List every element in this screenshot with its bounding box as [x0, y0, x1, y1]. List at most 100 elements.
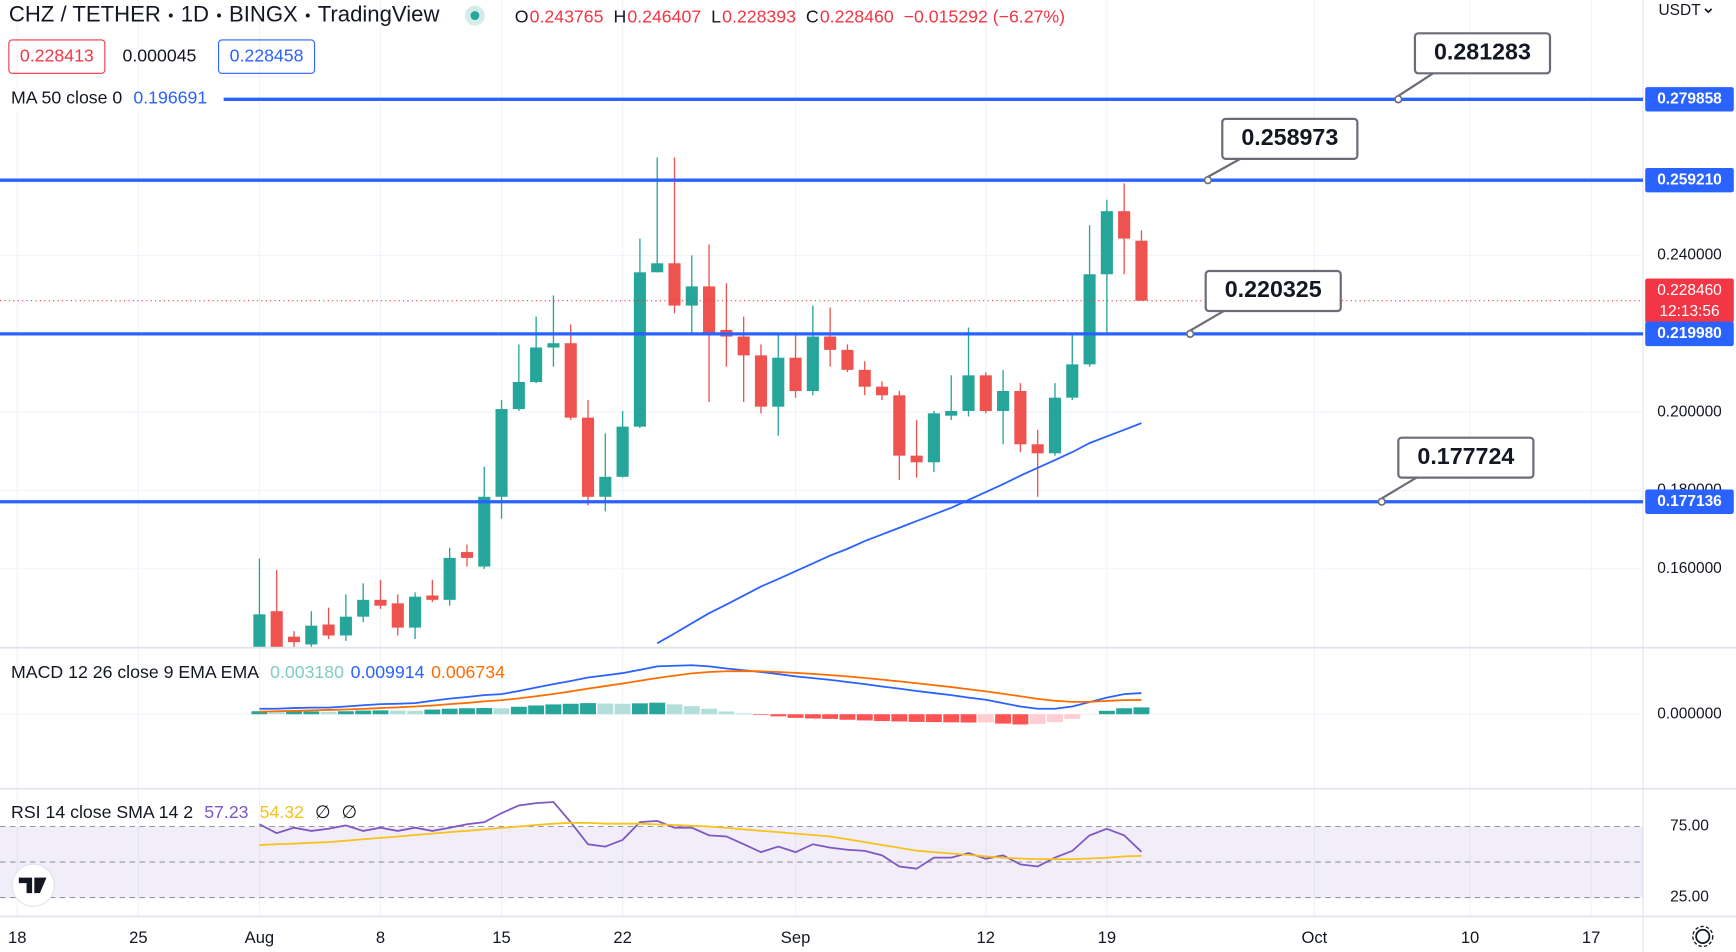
x-tick-label: 8	[376, 928, 385, 947]
macd-histogram-bar	[787, 714, 804, 718]
macd-histogram-bar	[874, 714, 890, 722]
settings-icon	[1695, 928, 1711, 945]
ma-legend-value: 0.196691	[133, 88, 207, 108]
macd-histogram-bar	[407, 710, 424, 715]
macd-histogram-bar	[822, 714, 839, 719]
candle-body	[599, 476, 612, 497]
macd-histogram-bar	[424, 709, 441, 715]
macd-histogram-bar	[1133, 707, 1150, 715]
candle-body	[651, 263, 664, 273]
callout-box	[1204, 269, 1342, 313]
separator-dot	[217, 13, 222, 18]
y-tick-label: 0.000000	[1657, 705, 1722, 722]
candle-body	[443, 557, 456, 600]
quote-box	[8, 39, 106, 74]
macd-histogram-bar	[631, 703, 648, 715]
callout-pointer	[1381, 475, 1419, 500]
candle-body	[1014, 391, 1027, 445]
candle-body	[875, 386, 889, 396]
legend-value: 0.009914	[351, 662, 425, 682]
candle-body	[1048, 397, 1062, 454]
candle-body	[979, 375, 992, 411]
candle-body	[339, 616, 352, 636]
macd-histogram-bar	[1116, 708, 1133, 715]
callout-pointer	[1189, 308, 1227, 332]
candle-body	[426, 595, 439, 600]
macd-histogram-bar	[372, 710, 389, 715]
indicator-line	[259, 664, 1142, 710]
indicator-line	[259, 822, 1142, 861]
change-value: −0.015292 (−6.27%)	[904, 6, 1065, 26]
ohlc-key: O	[515, 6, 529, 26]
y-tick-label: 75.00	[1670, 818, 1709, 835]
macd-histogram-bar	[1012, 714, 1029, 725]
callout-box	[1221, 117, 1359, 160]
macd-histogram-bar	[528, 705, 545, 715]
candle-body	[962, 375, 975, 411]
callout-label: 0.258973	[1241, 124, 1338, 150]
callout-anchor	[1186, 329, 1195, 339]
macd-histogram-bar	[510, 706, 527, 715]
candle-body	[927, 413, 940, 463]
callout-anchor	[1394, 95, 1403, 104]
legend-value: 0.006734	[431, 662, 505, 682]
macd-histogram-bar	[303, 711, 320, 715]
price-pane	[0, 157, 1643, 648]
header-symbol: CHZ / TETHER	[9, 1, 161, 26]
x-tick-label: 12	[977, 928, 995, 947]
header-exchange: BINGX	[229, 1, 298, 26]
candle-body	[547, 343, 560, 348]
level-label: 0.279858	[1657, 90, 1722, 107]
candle-body	[1118, 211, 1131, 239]
pane-title: RSI 14 close SMA 14 2	[11, 802, 193, 822]
macd-histogram-bar	[770, 714, 787, 717]
candle-body	[512, 381, 525, 410]
candle-body	[478, 496, 491, 567]
candle-body	[1066, 364, 1079, 398]
last-price-tag	[1645, 278, 1734, 323]
macd-histogram-bar	[839, 714, 856, 720]
macd-histogram-bar	[597, 703, 614, 715]
candle-body	[737, 336, 750, 356]
indicator-line	[259, 670, 1142, 713]
x-tick-label: 17	[1582, 928, 1600, 947]
macd-histogram-bar	[459, 708, 475, 715]
macd-histogram-bar	[1047, 714, 1063, 723]
candle-body	[1031, 444, 1044, 454]
x-tick-label: 18	[8, 928, 26, 947]
macd-histogram-bar	[337, 711, 354, 715]
candle-body	[685, 286, 698, 306]
macd-histogram-bar	[995, 714, 1012, 724]
ma-legend-title: MA 50 close 0	[11, 88, 122, 108]
x-tick-label: 10	[1461, 928, 1479, 947]
status-dot	[470, 11, 480, 20]
y-tick-label: 0.200000	[1657, 403, 1722, 420]
x-tick-label: Sep	[781, 928, 811, 947]
macd-histogram-bar	[891, 714, 908, 722]
level-label: 0.219980	[1657, 325, 1722, 342]
y-tick-label: 25.00	[1670, 889, 1709, 906]
legend-value: ∅	[315, 802, 330, 822]
macd-histogram-bar	[355, 710, 372, 715]
macd-histogram-bar	[1098, 710, 1115, 715]
callout-anchor	[1203, 176, 1213, 185]
x-tick-label: Oct	[1301, 928, 1327, 947]
ohlc-key: L	[711, 6, 721, 26]
macd-histogram-bar	[476, 708, 493, 715]
callout-label: 0.220325	[1225, 276, 1322, 302]
macd-histogram-bar	[1029, 714, 1046, 725]
header-source: TradingView	[318, 1, 441, 26]
macd-histogram-bar	[562, 703, 579, 715]
candle-body	[1135, 240, 1148, 301]
level-label: 0.259210	[1657, 171, 1722, 188]
ma-legend-bg	[0, 86, 224, 112]
x-tick-label: 22	[613, 928, 631, 947]
header-interval: 1D	[181, 1, 209, 26]
ohlc-value: 0.246407	[627, 6, 701, 26]
pane-title: MACD 12 26 close 9 EMA EMA	[11, 662, 259, 682]
macd-histogram-bar	[545, 704, 562, 715]
callout-label: 0.177724	[1417, 443, 1514, 469]
callout-pointer	[1207, 156, 1243, 178]
callout-anchor	[1377, 497, 1386, 506]
quote-ask: 0.228458	[230, 45, 304, 65]
